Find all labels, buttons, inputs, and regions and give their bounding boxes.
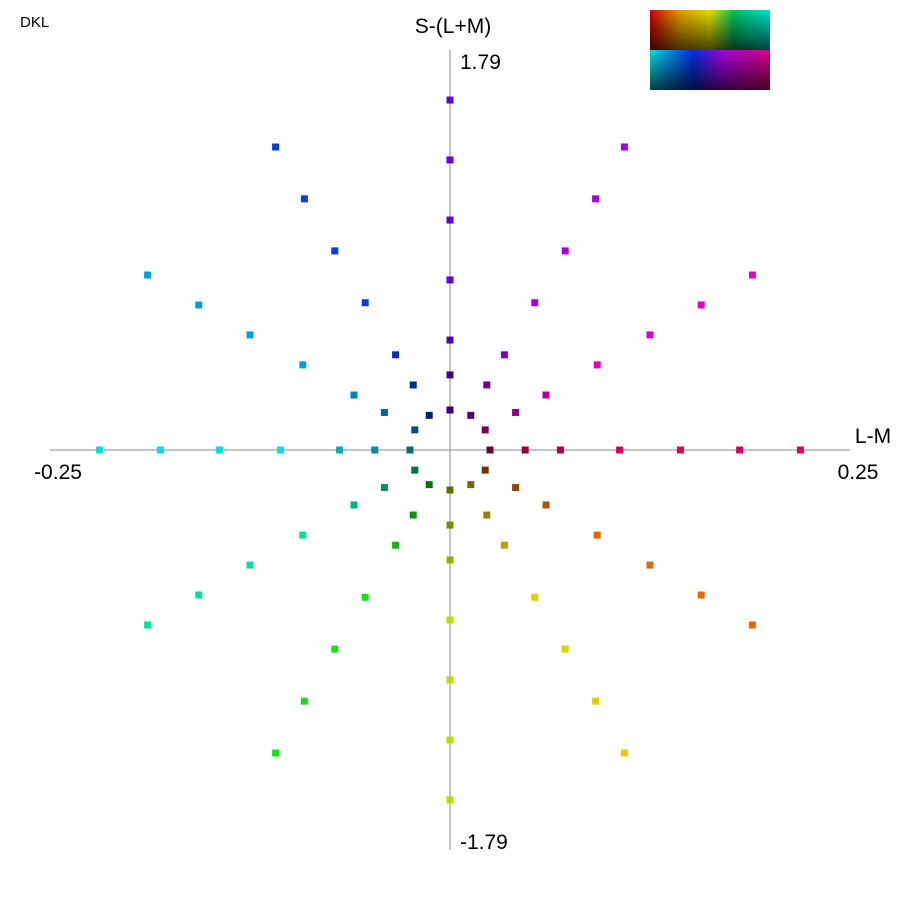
color-point [446,96,454,104]
color-point [144,621,152,629]
color-point [593,531,601,539]
y-tick-label: -1.79 [460,831,508,854]
color-point [409,381,417,389]
x-tick-label: 0.25 [838,461,879,484]
color-point [592,697,600,705]
color-point [561,645,569,653]
color-point [697,301,705,309]
color-point [593,361,601,369]
color-point [371,446,379,454]
color-point [361,593,369,601]
color-point [531,299,539,307]
color-point [446,406,454,414]
color-point [392,351,400,359]
color-point [446,676,454,684]
color-point [331,247,339,255]
color-point [446,521,454,529]
color-point [467,481,475,489]
x-tick-label: -0.25 [34,461,82,484]
y-axis-title: S-(L+M) [415,15,491,38]
color-point [542,501,550,509]
color-point [406,446,414,454]
color-point [512,484,520,492]
color-point [156,446,164,454]
space-label: DKL [20,14,49,31]
color-point [361,299,369,307]
color-point [350,501,358,509]
color-point [300,195,308,203]
color-point [272,143,280,151]
color-point [646,561,654,569]
color-point [736,446,744,454]
color-point [411,466,419,474]
color-point [299,531,307,539]
color-point [300,697,308,705]
color-point [446,216,454,224]
color-point [446,556,454,564]
color-point [425,411,433,419]
color-point [748,621,756,629]
color-point [446,486,454,494]
color-point [425,481,433,489]
color-point [144,271,152,279]
color-point [336,446,344,454]
color-point [561,247,569,255]
color-point [620,749,628,757]
color-point [531,593,539,601]
color-point [411,426,419,434]
color-point [620,143,628,151]
color-point [246,561,254,569]
color-point [486,446,494,454]
y-tick-label: 1.79 [460,51,501,74]
color-point [481,466,489,474]
color-point [446,276,454,284]
color-point [195,301,203,309]
x-axis-title: L-M [855,425,891,448]
color-point [512,408,520,416]
color-point [272,749,280,757]
color-point [483,381,491,389]
color-point [796,446,804,454]
color-point [216,446,224,454]
color-point [500,351,508,359]
color-point [446,616,454,624]
color-point [96,446,104,454]
color-point [380,408,388,416]
color-point [446,336,454,344]
color-point [392,541,400,549]
color-point [616,446,624,454]
color-point [748,271,756,279]
color-point [592,195,600,203]
color-point [446,371,454,379]
color-point [483,511,491,519]
color-point [481,426,489,434]
color-point [195,591,203,599]
color-point [446,796,454,804]
color-point [331,645,339,653]
color-point [467,411,475,419]
color-point [446,156,454,164]
color-point [246,331,254,339]
color-point [676,446,684,454]
color-point [646,331,654,339]
color-point [521,446,529,454]
color-point [380,484,388,492]
color-point [446,736,454,744]
color-point [697,591,705,599]
color-point [350,391,358,399]
color-point [299,361,307,369]
color-point [542,391,550,399]
color-point [500,541,508,549]
color-swatch [650,10,770,90]
color-point [409,511,417,519]
color-point [276,446,284,454]
color-point [556,446,564,454]
